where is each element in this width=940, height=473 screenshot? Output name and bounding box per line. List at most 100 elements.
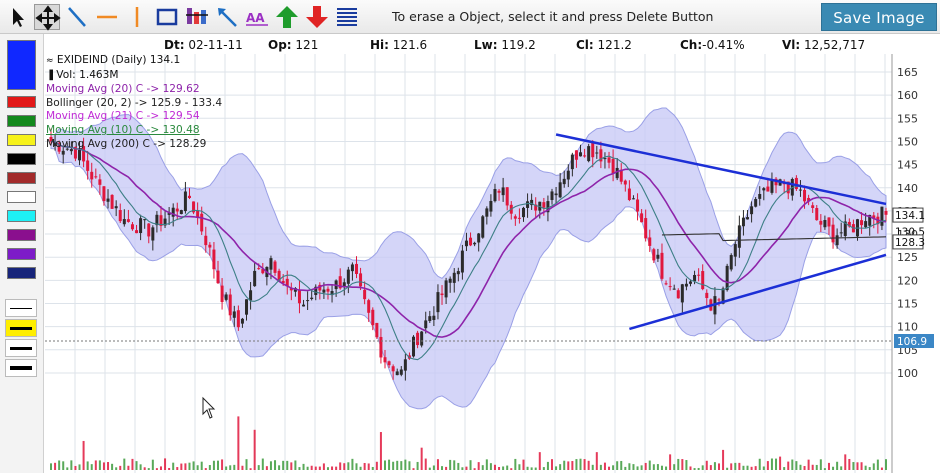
volume-bar: [274, 460, 277, 470]
candle-body: [330, 291, 334, 296]
ma10-line: [50, 141, 887, 361]
vertical-line-tool-icon[interactable]: [124, 4, 150, 30]
pointer-tool-icon[interactable]: [5, 4, 31, 30]
fibonacci-tool-icon[interactable]: [184, 4, 210, 30]
candle-body: [607, 157, 611, 163]
erase-hint-text: To erase a Object, select it and press D…: [392, 9, 714, 24]
close-field: Cl: 121.2: [576, 38, 632, 52]
volume-bar: [807, 459, 810, 470]
volume-bar: [445, 466, 448, 470]
y-tick-label: 155: [897, 112, 918, 125]
volume-bar: [803, 466, 806, 470]
line-width-2[interactable]: [5, 319, 37, 337]
candle-body: [306, 300, 310, 302]
save-image-button[interactable]: Save Image: [821, 3, 937, 31]
volume-bar: [310, 465, 313, 470]
legend-ma20[interactable]: Moving Avg (20) C -> 129.62: [46, 83, 200, 96]
mouse-cursor-icon: [202, 396, 216, 419]
color-swatch-violet[interactable]: [7, 248, 36, 260]
volume-bar: [799, 464, 802, 470]
volume-bar: [457, 462, 460, 470]
color-swatch-navy[interactable]: [7, 267, 36, 279]
volume-bar: [502, 466, 505, 470]
bollinger-band: [50, 107, 887, 410]
candle-body: [725, 265, 729, 291]
candle-body: [118, 210, 122, 222]
volume-bar: [343, 463, 346, 470]
candle-body: [847, 221, 851, 227]
volume-bar: [693, 468, 696, 470]
volume-bar: [489, 463, 492, 470]
horizontal-line-tool-icon[interactable]: [94, 4, 120, 30]
candle-body: [314, 286, 318, 296]
candle-body: [403, 359, 407, 371]
chart-legend: ≈ EXIDEIND (Daily) 134.1 ▐ Vol: 1.463M M…: [46, 54, 222, 151]
volume-bar: [278, 465, 281, 470]
volume-bar: [612, 465, 615, 470]
legend-symbol: ≈ EXIDEIND (Daily) 134.1: [46, 54, 181, 66]
lines-tool-icon[interactable]: [334, 4, 360, 30]
candle-body: [562, 178, 566, 185]
candle-body: [257, 268, 261, 270]
color-swatch-red[interactable]: [7, 96, 36, 108]
pan-tool-icon[interactable]: [34, 4, 61, 31]
candle-body: [868, 214, 872, 226]
candle-body: [183, 191, 187, 212]
volume-bar: [396, 460, 399, 470]
volume-bar: [868, 467, 871, 470]
volume-bar: [159, 466, 162, 470]
candle-body: [717, 299, 721, 301]
down-arrow-tool-icon[interactable]: [304, 4, 330, 30]
volume-bar: [192, 461, 195, 470]
volume-bar: [107, 462, 110, 470]
trend-line-tool-icon[interactable]: [64, 4, 90, 30]
color-swatch-white[interactable]: [7, 191, 36, 203]
legend-ma21[interactable]: Moving Avg (21) C -> 129.54: [46, 110, 200, 123]
line-width-1[interactable]: [5, 299, 37, 317]
volume-bar: [432, 465, 435, 470]
rectangle-tool-icon[interactable]: [154, 4, 180, 30]
volume-bar: [632, 464, 635, 470]
volume-bar: [595, 452, 598, 470]
arrow-tool-icon[interactable]: [214, 4, 240, 30]
volume-bar: [705, 460, 708, 470]
y-tick-label: 160: [897, 89, 918, 102]
candle-body: [432, 315, 436, 320]
color-swatch-purple[interactable]: [7, 229, 36, 241]
color-swatch-yellow[interactable]: [7, 134, 36, 146]
volume-bar: [848, 458, 851, 470]
volume-bar: [286, 460, 289, 470]
candle-body: [481, 216, 485, 238]
color-swatch-brown[interactable]: [7, 172, 36, 184]
selected-color-swatch[interactable]: [7, 40, 36, 90]
volume-bar: [54, 462, 57, 470]
volume-bar: [188, 462, 191, 470]
volume-bar: [575, 459, 578, 470]
ohlc-info-bar: Dt: 02-11-11 Op: 121 Hi: 121.6 Lw: 119.2…: [160, 36, 896, 53]
candle-body: [289, 288, 293, 291]
color-swatch-green[interactable]: [7, 115, 36, 127]
volume-bar: [70, 460, 73, 470]
color-swatch-black[interactable]: [7, 153, 36, 165]
legend-ma10[interactable]: Moving Avg (10) C -> 130.48: [46, 123, 200, 136]
candle-body: [672, 288, 676, 290]
candle-body: [253, 270, 257, 287]
volume-bar: [217, 460, 219, 470]
candle-body: [73, 146, 77, 159]
candle-body: [497, 190, 501, 193]
line-width-4[interactable]: [5, 359, 37, 377]
volume-bar: [245, 459, 248, 470]
volume-bar: [506, 465, 509, 470]
line-width-3[interactable]: [5, 339, 37, 357]
candle-body: [208, 244, 212, 248]
legend-bollinger[interactable]: Bollinger (20, 2) -> 125.9 - 133.4: [46, 96, 223, 109]
text-tool-icon[interactable]: AA: [244, 4, 270, 30]
y-tick-label: 125: [897, 251, 918, 264]
color-swatch-cyan[interactable]: [7, 210, 36, 222]
legend-ma200[interactable]: Moving Avg (200) C -> 128.29: [46, 137, 207, 150]
volume-bar: [322, 463, 325, 470]
up-arrow-tool-icon[interactable]: [274, 4, 300, 30]
candle-body: [827, 217, 831, 227]
volume-bar: [241, 465, 244, 470]
